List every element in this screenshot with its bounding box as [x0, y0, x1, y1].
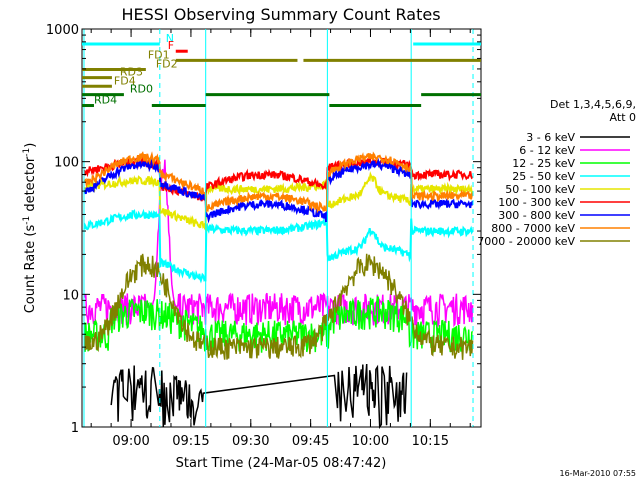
x-tick-label: 09:00	[112, 434, 149, 449]
x-tick-label: 10:15	[412, 434, 449, 449]
legend-label: 300 - 800 keV	[498, 209, 575, 222]
flag-label: N	[166, 32, 174, 45]
flag-label: FD4	[114, 74, 136, 87]
x-tick-label: 09:15	[172, 434, 209, 449]
flag-label: RD0	[130, 83, 153, 96]
legend-label: 100 - 300 keV	[498, 196, 575, 209]
series-7	[84, 157, 474, 224]
chart-title: HESSI Observing Summary Count Rates	[121, 5, 440, 24]
legend-title-line2: Att 0	[610, 111, 636, 124]
legend-label: 3 - 6 keV	[526, 131, 575, 144]
plot-area	[81, 28, 482, 428]
legend-label: 25 - 50 keV	[512, 170, 575, 183]
x-tick-label: 09:30	[232, 434, 269, 449]
x-tick-label: 09:45	[292, 434, 329, 449]
legend-title-line1: Det 1,3,4,5,6,9,	[550, 98, 636, 111]
series-4	[83, 208, 474, 284]
series-line	[84, 171, 474, 233]
axis-ticks: 1 10 100 1000 09:00 09:15 09:30 09:45 10:00 10:15	[46, 23, 481, 449]
series-line	[84, 157, 474, 224]
series-line	[83, 159, 474, 328]
x-axis-label: Start Time (24-Mar-05 08:47:42)	[176, 456, 387, 471]
legend-label: 12 - 25 keV	[512, 157, 575, 170]
legend-label: 6 - 12 keV	[519, 144, 575, 157]
plot-frame	[81, 28, 482, 428]
y-label-part2: detector	[23, 156, 38, 216]
y-axis-label: Count Rate (s-1 detector-1)	[22, 143, 38, 314]
series-line	[110, 363, 408, 430]
flag-label: F	[168, 39, 174, 52]
y-label-sup1: -1	[22, 216, 32, 225]
data-marks	[83, 151, 474, 430]
x-tick-label: 10:00	[352, 434, 389, 449]
series-line	[84, 151, 474, 214]
y-tick-label: 1000	[46, 23, 79, 38]
flag-label: FD1	[148, 48, 170, 61]
flag-label: FD2	[156, 58, 178, 71]
series-9	[83, 253, 474, 360]
y-tick-label: 1	[71, 421, 79, 436]
legend-label: 7000 - 20000 keV	[477, 235, 575, 248]
y-tick-label: 100	[54, 156, 79, 171]
y-label-part3: )	[23, 143, 38, 148]
series-line	[83, 253, 474, 360]
y-label-part1: Count Rate (s	[23, 225, 38, 314]
series-1	[110, 363, 408, 430]
flag-label: RD4	[94, 94, 117, 107]
series-5	[84, 171, 474, 233]
legend-label: 800 - 7000 keV	[491, 222, 575, 235]
generation-timestamp: 16-Mar-2010 07:55	[560, 469, 637, 478]
series-line	[83, 208, 474, 284]
y-label-sup2: -1	[22, 148, 32, 157]
series-8	[84, 151, 474, 214]
y-tick-label: 10	[62, 288, 79, 303]
flag-label: RD3	[120, 66, 143, 79]
legend-label: 50 - 100 keV	[505, 183, 575, 196]
series-2	[83, 159, 474, 328]
